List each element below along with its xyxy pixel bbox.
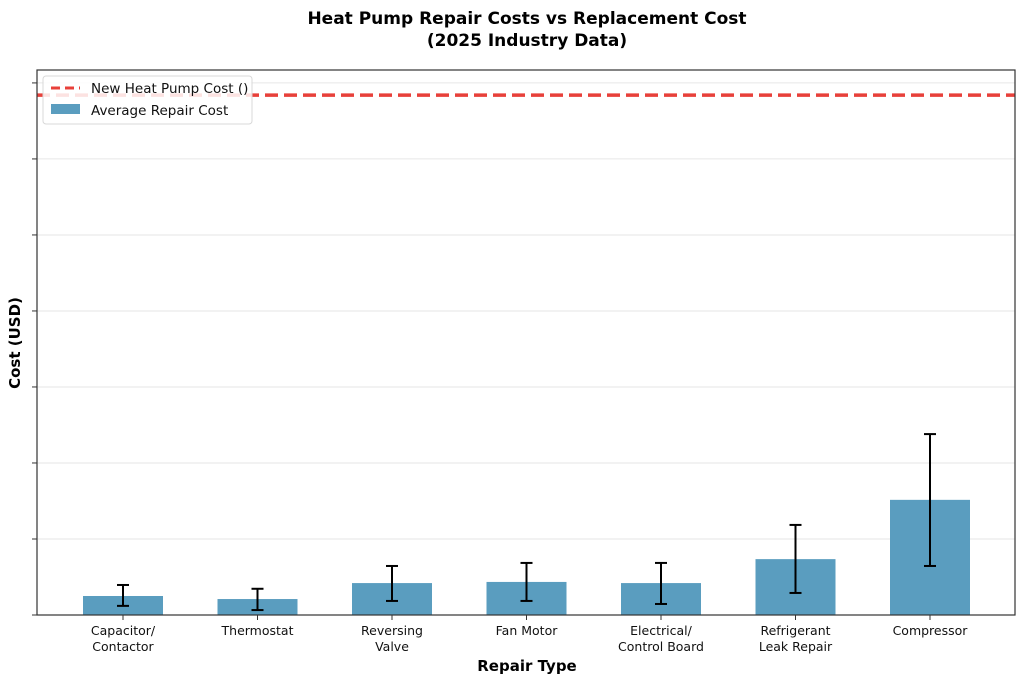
- chart-subtitle: (2025 Industry Data): [427, 31, 627, 51]
- chart-title: Heat Pump Repair Costs vs Replacement Co…: [307, 9, 746, 29]
- legend-bar-label: Average Repair Cost: [91, 103, 228, 119]
- x-tick-label: Control Board: [618, 639, 704, 654]
- x-tick-label: Thermostat: [221, 623, 294, 638]
- x-tick-label: Compressor: [893, 623, 969, 638]
- x-tick-label: Refrigerant: [760, 623, 830, 638]
- legend-bar-swatch: [51, 104, 80, 114]
- legend-reference-line-label: New Heat Pump Cost (): [91, 81, 248, 97]
- x-axis-label: Repair Type: [477, 657, 577, 675]
- x-tick-label: Contactor: [92, 639, 154, 654]
- x-tick-label: Electrical/: [630, 623, 692, 638]
- x-tick-label: Leak Repair: [759, 639, 833, 654]
- x-tick-label: Capacitor/: [91, 623, 156, 638]
- legend: New Heat Pump Cost () Average Repair Cos…: [42, 75, 253, 125]
- plot-frame: [36, 69, 1016, 616]
- x-tick-label: Fan Motor: [496, 623, 559, 638]
- gridlines: [37, 82, 1015, 540]
- x-tick-label: Reversing: [361, 623, 423, 638]
- x-tick-label: Valve: [375, 639, 409, 654]
- y-ticks: [32, 82, 37, 616]
- x-ticks: Capacitor/Contactor Thermostat ReversingVa…: [91, 615, 968, 654]
- legend-box: [42, 75, 253, 125]
- y-axis-label: Cost (USD): [6, 297, 24, 389]
- error-bars: [117, 433, 936, 612]
